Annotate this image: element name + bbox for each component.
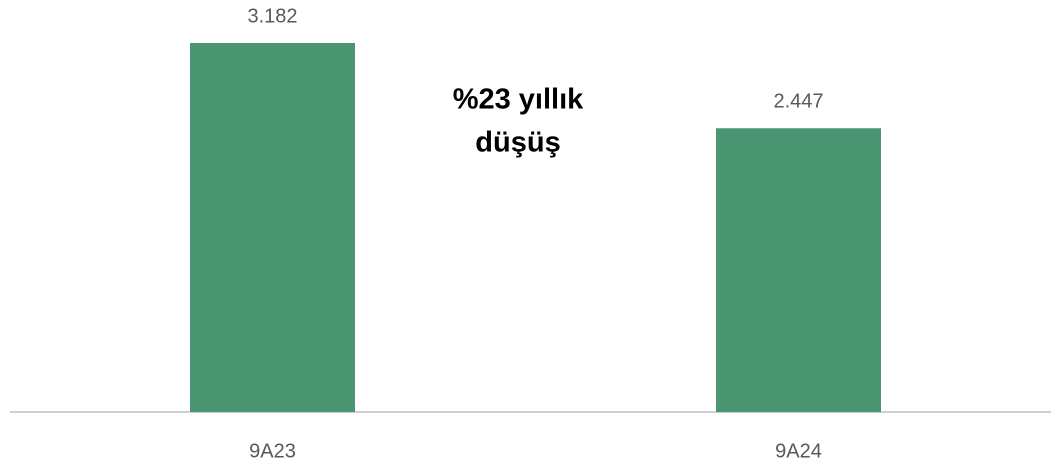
x-tick-label: 9A24 xyxy=(775,440,822,462)
bar xyxy=(716,128,881,412)
annotation: %23 yıllık xyxy=(453,84,584,116)
x-tick-label: 9A23 xyxy=(249,440,296,462)
value-label: 3.182 xyxy=(247,5,297,27)
annotation: düşüş xyxy=(475,127,560,159)
value-label: 2.447 xyxy=(773,91,823,113)
bar xyxy=(190,43,355,412)
